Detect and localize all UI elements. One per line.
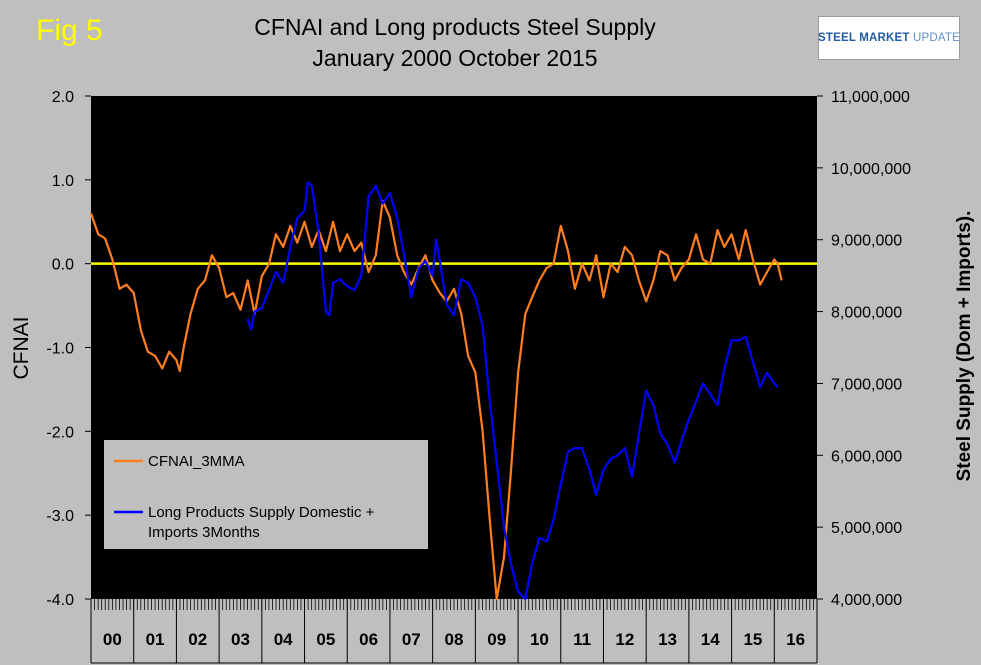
legend-label-cfnai: CFNAI_3MMA (148, 453, 245, 470)
legend-box (104, 440, 428, 549)
x-year-label: 15 (743, 630, 762, 649)
x-year-label: 03 (231, 630, 250, 649)
x-year-label: 01 (146, 630, 165, 649)
x-year-label: 11 (573, 630, 591, 649)
right-tick-label: 7,000,000 (831, 376, 902, 393)
right-tick-label: 11,000,000 (831, 89, 910, 106)
right-axis-ticks: 11,000,000 10,000,000 9,000,000 8,000,000 7,… (817, 89, 911, 609)
logo-text: STEEL MARKET UPDATE (818, 32, 960, 44)
x-year-label: 07 (402, 630, 421, 649)
x-year-label: 05 (316, 630, 335, 649)
x-year-label: 12 (615, 630, 634, 649)
right-tick-label: 8,000,000 (831, 305, 902, 322)
right-tick-label: 5,000,000 (831, 520, 902, 537)
x-year-label: 16 (786, 630, 805, 649)
chart-subtitle: January 2000 October 2015 (312, 45, 598, 71)
right-axis-title: Steel Supply (Dom + Imports). (954, 211, 975, 482)
left-tick-label: -4.0 (46, 592, 74, 609)
left-tick-label: -3.0 (46, 508, 74, 525)
steel-market-update-logo: STEEL MARKET UPDATE (818, 16, 960, 60)
left-tick-label: 2.0 (52, 89, 74, 106)
x-year-label: 06 (359, 630, 378, 649)
right-tick-label: 6,000,000 (831, 448, 902, 465)
x-year-label: 00 (103, 630, 122, 649)
x-year-label: 13 (658, 630, 677, 649)
left-tick-label: 1.0 (52, 173, 74, 190)
legend-label-line: Long Products Supply Domestic + (148, 504, 375, 521)
legend: CFNAI_3MMA Long Products Supply Domestic… (104, 440, 428, 549)
right-tick-label: 9,000,000 (831, 233, 902, 250)
x-axis-year-cells: 00 01 02 03 04 05 06 07 08 09 10 11 12 13 14 15 16 (90, 599, 818, 664)
series-line-0 (89, 199, 783, 601)
series-layer (89, 181, 783, 601)
x-year-label: 10 (530, 630, 549, 649)
x-year-label: 02 (188, 630, 207, 649)
left-tick-label: 0.0 (52, 257, 74, 274)
left-axis-title: CFNAI (10, 317, 33, 380)
logo-word: UPDATE (913, 32, 961, 44)
x-axis-month-ticks (90, 599, 818, 610)
figure-label: Fig 5 (36, 14, 103, 47)
chart-title: CFNAI and Long products Steel Supply (254, 14, 656, 40)
x-year-label: 08 (445, 630, 464, 649)
left-tick-label: -1.0 (46, 341, 74, 358)
legend-label-long-products: Long Products Supply Domestic + Imports 3… (148, 504, 375, 541)
legend-label-line: Imports 3Months (148, 524, 260, 541)
left-tick-label: -2.0 (46, 424, 74, 441)
x-year-label: 14 (701, 630, 720, 649)
right-tick-label: 4,000,000 (831, 592, 902, 609)
left-axis-ticks: 2.0 1.0 0.0 -1.0 -2.0 -3.0 -4.0 (46, 89, 91, 609)
series-line-1 (246, 181, 779, 601)
x-year-label: 09 (487, 630, 506, 649)
right-tick-label: 10,000,000 (831, 161, 911, 178)
x-year-label: 04 (274, 630, 293, 649)
chart-title-block: CFNAI and Long products Steel Supply Jan… (180, 12, 730, 74)
logo-brand: STEEL MARKET (817, 32, 910, 44)
